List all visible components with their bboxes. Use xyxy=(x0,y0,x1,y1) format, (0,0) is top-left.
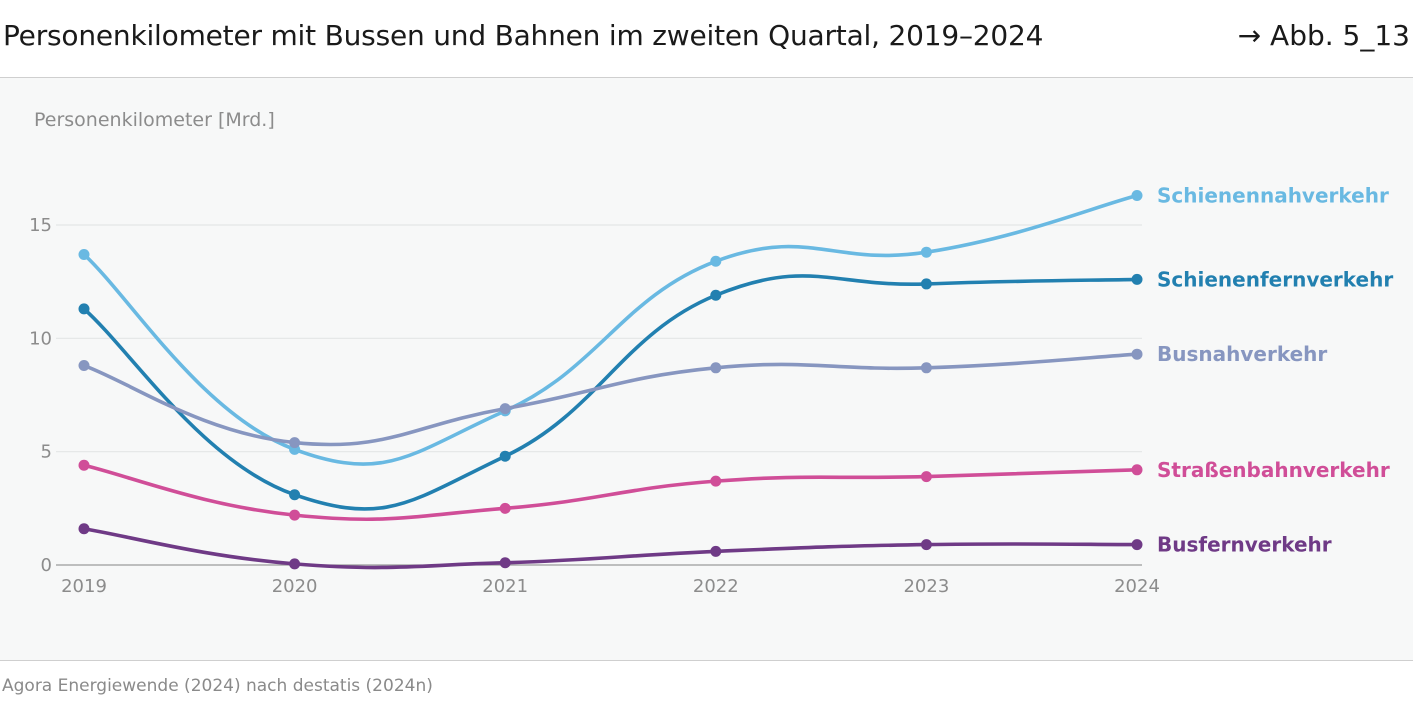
series-label-busfernverkehr: Busfernverkehr xyxy=(1157,533,1332,557)
data-point xyxy=(710,289,722,301)
series-schienennahverkehr xyxy=(78,190,1143,466)
series-line xyxy=(82,193,1139,466)
data-point xyxy=(499,557,511,569)
data-point xyxy=(1131,464,1143,476)
series-strassenbahnverkehr xyxy=(78,459,1143,522)
series-line xyxy=(82,526,1139,570)
data-point xyxy=(920,278,932,290)
series-busfernverkehr xyxy=(78,523,1143,570)
data-point xyxy=(710,475,722,487)
x-tick-label: 2020 xyxy=(272,576,318,597)
gridlines xyxy=(56,224,1142,566)
data-point xyxy=(499,403,511,415)
data-point xyxy=(499,502,511,514)
data-point xyxy=(78,248,90,260)
data-point xyxy=(1131,273,1143,285)
data-point xyxy=(289,437,301,449)
chart-title: Personenkilometer mit Bussen und Bahnen … xyxy=(3,19,1044,52)
chart-panel: Personenkilometer [Mrd.] 0 5 10 15 2019 2020… xyxy=(0,78,1413,661)
source-note: Agora Energiewende (2024) nach destatis … xyxy=(2,676,433,696)
series-labels: Schienennahverkehr Schienenfernverkehr Bus… xyxy=(1157,184,1393,557)
series-busnahverkehr xyxy=(78,348,1143,449)
data-point xyxy=(1131,539,1143,551)
series-label-schienenfernverkehr: Schienenfernverkehr xyxy=(1157,267,1393,291)
data-point xyxy=(710,545,722,557)
data-point xyxy=(289,489,301,501)
x-axis-ticks: 2019 2020 2021 2022 2023 2024 xyxy=(61,576,1160,597)
data-point xyxy=(289,558,301,570)
x-tick-label: 2022 xyxy=(693,576,739,597)
data-point xyxy=(920,362,932,374)
data-point xyxy=(78,523,90,535)
header: Personenkilometer mit Bussen und Bahnen … xyxy=(0,0,1413,78)
data-point xyxy=(920,539,932,551)
data-point xyxy=(1131,348,1143,360)
x-tick-label: 2021 xyxy=(482,576,528,597)
series-group xyxy=(78,190,1143,570)
y-tick-label: 15 xyxy=(29,215,52,236)
data-point xyxy=(920,246,932,258)
data-point xyxy=(499,450,511,462)
series-label-strassenbahnverkehr: Straßenbahnverkehr xyxy=(1157,458,1390,482)
x-tick-label: 2024 xyxy=(1114,576,1160,597)
x-tick-label: 2019 xyxy=(61,576,107,597)
data-point xyxy=(78,360,90,372)
series-line xyxy=(82,352,1139,447)
y-axis-label: Personenkilometer [Mrd.] xyxy=(34,109,275,131)
series-label-schienennahverkehr: Schienennahverkehr xyxy=(1157,184,1389,208)
data-point xyxy=(710,362,722,374)
figure-reference-link[interactable]: → Abb. 5_13 xyxy=(1237,19,1410,52)
series-line xyxy=(82,463,1139,522)
series-label-busnahverkehr: Busnahverkehr xyxy=(1157,342,1327,366)
y-tick-label: 5 xyxy=(41,442,52,463)
line-chart: Personenkilometer [Mrd.] 0 5 10 15 2019 2020… xyxy=(29,109,1393,597)
data-point xyxy=(710,255,722,267)
y-tick-label: 0 xyxy=(41,555,52,576)
data-point xyxy=(289,509,301,521)
data-point xyxy=(78,303,90,315)
y-axis-ticks: 0 5 10 15 xyxy=(29,215,52,576)
data-point xyxy=(920,471,932,483)
data-point xyxy=(1131,190,1143,202)
x-tick-label: 2023 xyxy=(903,576,949,597)
data-point xyxy=(78,459,90,471)
y-tick-label: 10 xyxy=(29,328,52,349)
